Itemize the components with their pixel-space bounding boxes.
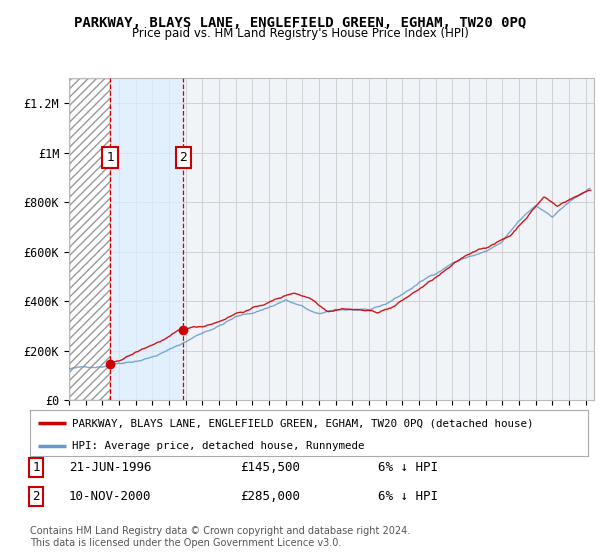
Text: PARKWAY, BLAYS LANE, ENGLEFIELD GREEN, EGHAM, TW20 0PQ: PARKWAY, BLAYS LANE, ENGLEFIELD GREEN, E… bbox=[74, 16, 526, 30]
Text: PARKWAY, BLAYS LANE, ENGLEFIELD GREEN, EGHAM, TW20 0PQ (detached house): PARKWAY, BLAYS LANE, ENGLEFIELD GREEN, E… bbox=[72, 418, 533, 428]
Text: Contains HM Land Registry data © Crown copyright and database right 2024.
This d: Contains HM Land Registry data © Crown c… bbox=[30, 526, 410, 548]
Text: 2: 2 bbox=[179, 151, 187, 164]
Text: 6% ↓ HPI: 6% ↓ HPI bbox=[378, 490, 438, 503]
Text: 2: 2 bbox=[32, 490, 40, 503]
Text: Price paid vs. HM Land Registry's House Price Index (HPI): Price paid vs. HM Land Registry's House … bbox=[131, 27, 469, 40]
Text: 1: 1 bbox=[106, 151, 114, 164]
Text: £145,500: £145,500 bbox=[240, 461, 300, 474]
Text: 10-NOV-2000: 10-NOV-2000 bbox=[69, 490, 151, 503]
Bar bbox=[69, 78, 110, 400]
Text: £285,000: £285,000 bbox=[240, 490, 300, 503]
Text: 6% ↓ HPI: 6% ↓ HPI bbox=[378, 461, 438, 474]
Text: HPI: Average price, detached house, Runnymede: HPI: Average price, detached house, Runn… bbox=[72, 441, 364, 451]
Bar bbox=[110, 78, 184, 400]
Text: 21-JUN-1996: 21-JUN-1996 bbox=[69, 461, 151, 474]
Text: 1: 1 bbox=[32, 461, 40, 474]
